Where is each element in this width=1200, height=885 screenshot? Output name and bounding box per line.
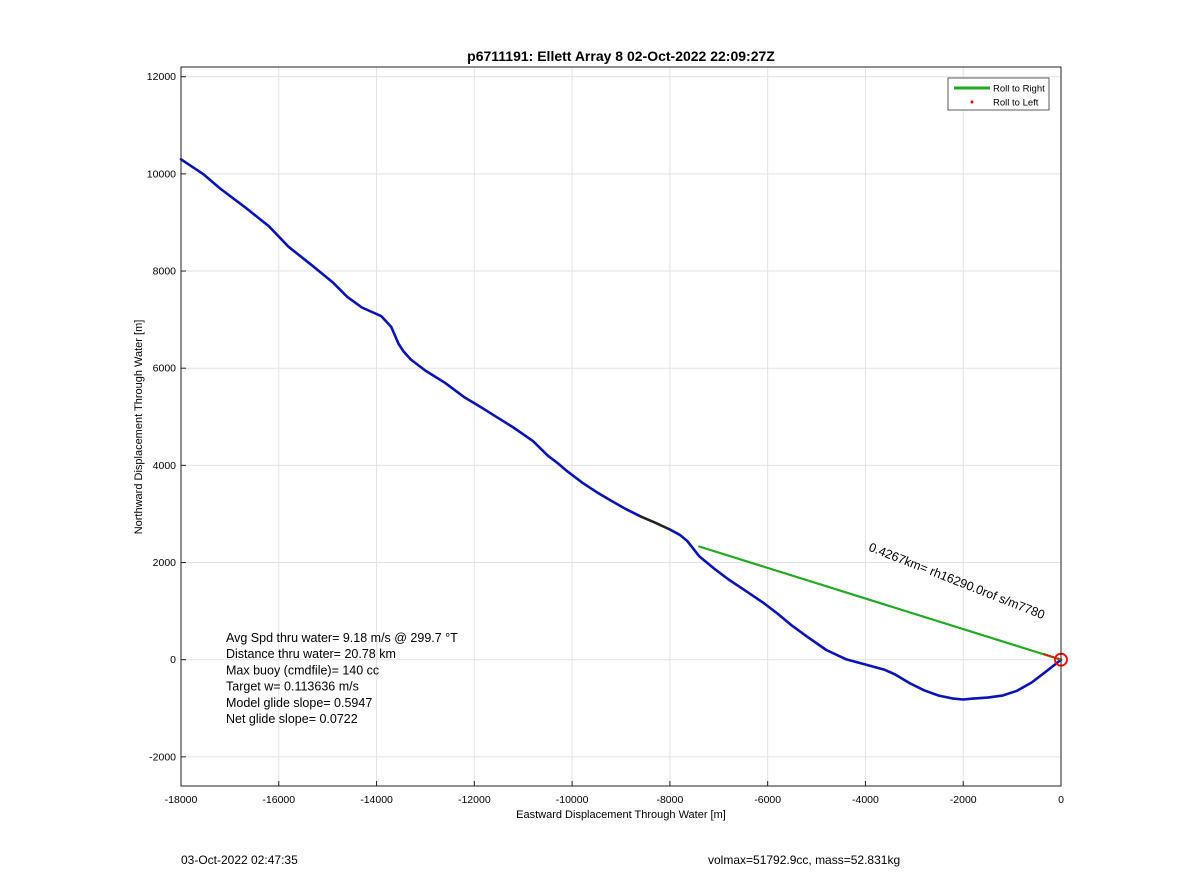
x-tick-label-0: -18000	[165, 794, 198, 806]
y-tick-group: -2000 0 2000 4000 6000 8000 10000 12000	[147, 71, 186, 763]
legend-label-roll-left: Roll to Left	[993, 98, 1039, 109]
stats-line-0: Avg Spd thru water= 9.18 m/s @ 299.7 °T	[226, 631, 458, 645]
stats-line-3: Target w= 0.113636 m/s	[226, 680, 359, 694]
series-group	[179, 158, 1063, 701]
stats-line-4: Model glide slope= 0.5947	[226, 696, 372, 710]
plot-frame	[180, 66, 1062, 787]
x-tick-label-3: -12000	[458, 794, 491, 806]
legend: Roll to Right Roll to Left	[947, 77, 1050, 111]
roll-left-point-2	[1051, 655, 1054, 659]
series-line-3	[698, 545, 1063, 661]
x-tick-group: -18000 -16000 -14000 -12000 -10000 -8000 -6000…	[165, 781, 1064, 806]
x-tick-label-9: 0	[1058, 794, 1064, 806]
y-tick-label-7: 12000	[147, 71, 176, 83]
x-tick-label-4: -10000	[556, 794, 589, 806]
legend-swatch-roll-left	[970, 100, 974, 104]
y-tick-label-4: 6000	[153, 363, 177, 375]
stats-box: Avg Spd thru water= 9.18 m/s @ 299.7 °T D…	[226, 631, 458, 726]
x-tick-label-8: -2000	[950, 794, 977, 806]
x-tick-label-5: -8000	[656, 794, 683, 806]
stats-line-1: Distance thru water= 20.78 km	[226, 647, 396, 661]
y-tick-label-1: 0	[170, 654, 176, 666]
grid-lines	[180, 67, 1062, 786]
roll-left-point-1	[1054, 656, 1057, 660]
y-tick-label-5: 8000	[153, 266, 177, 278]
roll-left-point-5	[1043, 653, 1046, 656]
chart-title: p6711191: Ellett Array 8 02-Oct-2022 22:…	[467, 48, 775, 64]
series-line-0	[179, 158, 642, 518]
y-tick-label-3: 4000	[153, 460, 177, 472]
series-line-1	[639, 515, 672, 531]
legend-box	[947, 77, 1050, 111]
annotation-group: 0.4267km= rh16290.0rof s/m7780	[867, 540, 1047, 622]
x-tick-label-1: -16000	[262, 794, 295, 806]
roll-left-point-3	[1048, 654, 1052, 658]
roll-left-point-0	[1056, 657, 1060, 660]
stats-line-2: Max buoy (cmdfile)= 140 cc	[226, 663, 379, 677]
y-axis-label: Northward Displacement Through Water [m]	[133, 320, 145, 535]
y-tick-label-0: -2000	[149, 751, 176, 763]
series-line-2	[668, 528, 1063, 701]
y-tick-label-6: 10000	[147, 168, 176, 180]
x-tick-label-6: -6000	[754, 794, 781, 806]
footer-timestamp: 03-Oct-2022 02:47:35	[181, 853, 298, 867]
x-tick-label-7: -4000	[852, 794, 879, 806]
roll-left-point-4	[1046, 654, 1049, 657]
stats-line-5: Net glide slope= 0.0722	[226, 712, 358, 726]
x-tick-label-2: -14000	[360, 794, 393, 806]
x-axis-label: Eastward Displacement Through Water [m]	[516, 809, 726, 821]
trajectory-annotation-0: 0.4267km= rh16290.0rof s/m7780	[867, 540, 1047, 622]
footer-summary: volmax=51792.9cc, mass=52.831kg	[708, 853, 901, 867]
y-tick-label-2: 2000	[153, 557, 177, 569]
legend-label-roll-right: Roll to Right	[993, 84, 1045, 95]
